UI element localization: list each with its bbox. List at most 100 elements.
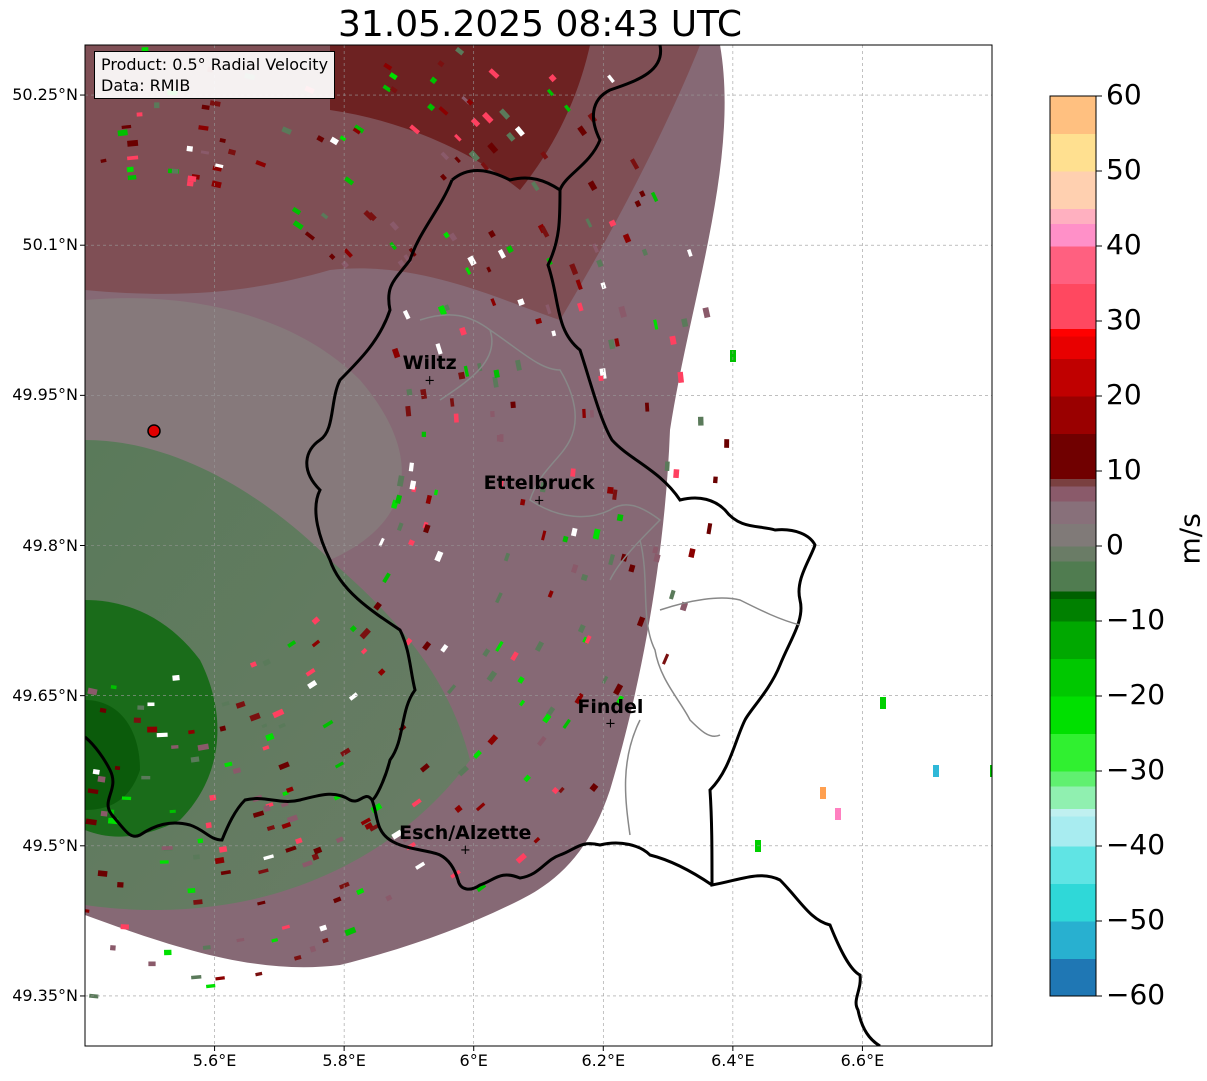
radar-speckle: [499, 434, 504, 443]
radar-speckle: [120, 924, 130, 930]
radar-speckle: [391, 347, 401, 359]
colorbar-tick-label: −60: [1106, 978, 1166, 1011]
radar-speckle: [408, 462, 415, 472]
city-marker: +: [534, 493, 545, 508]
radar-speckle: [344, 926, 357, 937]
radar-speckle: [575, 279, 583, 291]
radar-speckle: [606, 486, 614, 494]
radar-speckle: [369, 824, 379, 832]
radar-speckle: [87, 687, 98, 696]
colorbar-segment: [1050, 921, 1096, 959]
colorbar-tick-label: 50: [1106, 153, 1142, 186]
radar-speckle: [990, 765, 992, 777]
radar-speckle: [402, 835, 412, 843]
radar-speckle: [585, 218, 593, 228]
radar-speckle: [820, 787, 826, 799]
radar-speckle: [220, 870, 231, 876]
radar-speckle: [510, 401, 516, 409]
radar-speckle: [443, 231, 450, 239]
colorbar-segment: [1050, 546, 1096, 562]
radar-speckle: [706, 522, 713, 535]
radar-speckle: [161, 845, 173, 851]
radar-speckle: [221, 701, 230, 707]
radar-speckle: [433, 489, 439, 496]
radar-speckle: [333, 896, 342, 904]
radar-speckle: [348, 692, 359, 701]
radar-speckle: [409, 124, 421, 135]
radar-speckle: [488, 68, 500, 79]
radar-speckle: [291, 206, 302, 216]
district-lines: [419, 314, 801, 836]
radar-speckles: [85, 46, 992, 999]
radar-field: [85, 45, 992, 1046]
radar-speckle: [322, 719, 334, 729]
radar-speckle: [309, 945, 317, 953]
radar-speckle: [335, 836, 344, 844]
radar-speckle: [383, 62, 393, 71]
radar-speckle: [562, 535, 569, 543]
radar-speckle: [459, 326, 467, 336]
radar-speckle: [515, 359, 522, 371]
colorbar-tick-label: −50: [1106, 903, 1166, 936]
colorbar-segment: [1050, 771, 1096, 787]
radar-speckle: [510, 651, 519, 662]
radar-speckle: [219, 725, 227, 732]
radar-speckle: [285, 786, 294, 793]
colorbar-segment: [1050, 171, 1096, 209]
radar-speckle: [319, 924, 328, 932]
colorbar-segment: [1050, 658, 1096, 697]
radar-speckle: [286, 814, 299, 824]
radar-speckle: [463, 365, 470, 377]
radar-speckle: [455, 46, 465, 56]
radar-speckle: [475, 802, 486, 812]
radar-speckle: [215, 976, 225, 981]
radar-site-marker: [147, 424, 161, 438]
radar-speckle: [382, 84, 392, 93]
radar-speckle: [292, 220, 304, 231]
colorbar-segment: [1050, 208, 1096, 224]
radar-speckle: [100, 810, 108, 817]
radar-speckle: [302, 860, 313, 868]
radar-speckle: [262, 658, 271, 667]
radar-speckle: [437, 304, 447, 316]
radar-speckle: [644, 402, 650, 412]
radar-speckle: [539, 482, 547, 493]
radar-speckle: [422, 641, 432, 651]
radar-speckle: [613, 683, 624, 696]
radar-speckle: [148, 961, 156, 967]
radar-speckle: [186, 145, 193, 152]
city-label: Findel: [577, 695, 644, 718]
radar-speckle: [551, 330, 557, 337]
radar-speckle: [396, 522, 404, 532]
radar-speckle: [429, 76, 438, 85]
radar-speckle: [466, 98, 474, 106]
radar-speckle: [551, 786, 560, 795]
y-tick-label: 49.95°N: [12, 385, 78, 405]
radar-speckle: [224, 761, 233, 768]
colorbar-segment: [1050, 396, 1096, 434]
x-tick-label: 5.8°E: [322, 1051, 366, 1070]
radar-speckle: [193, 854, 200, 860]
radar-speckle: [467, 255, 477, 267]
radar-speckle: [492, 376, 499, 388]
radar-speckle: [470, 117, 481, 128]
radar-speckle: [607, 74, 615, 84]
radar-speckle: [628, 564, 636, 573]
y-tick-label: 49.5°N: [22, 835, 78, 855]
radar-speckle: [592, 243, 599, 253]
radar-speckle: [706, 555, 713, 566]
radar-speckle: [197, 743, 210, 751]
radar-speckle: [598, 375, 604, 382]
radar-speckle: [673, 469, 680, 479]
radar-speckle: [198, 125, 209, 131]
radar-speckle: [608, 339, 616, 350]
radar-speckle: [359, 627, 371, 640]
radar-speckle: [697, 416, 704, 426]
radar-speckle: [468, 150, 480, 162]
y-tick-label: 49.65°N: [12, 685, 78, 705]
radar-speckle: [570, 563, 579, 574]
radar-speckle: [636, 616, 646, 627]
radar-speckle: [453, 413, 459, 423]
radar-speckle: [121, 796, 132, 801]
radar-speckle: [355, 887, 365, 896]
